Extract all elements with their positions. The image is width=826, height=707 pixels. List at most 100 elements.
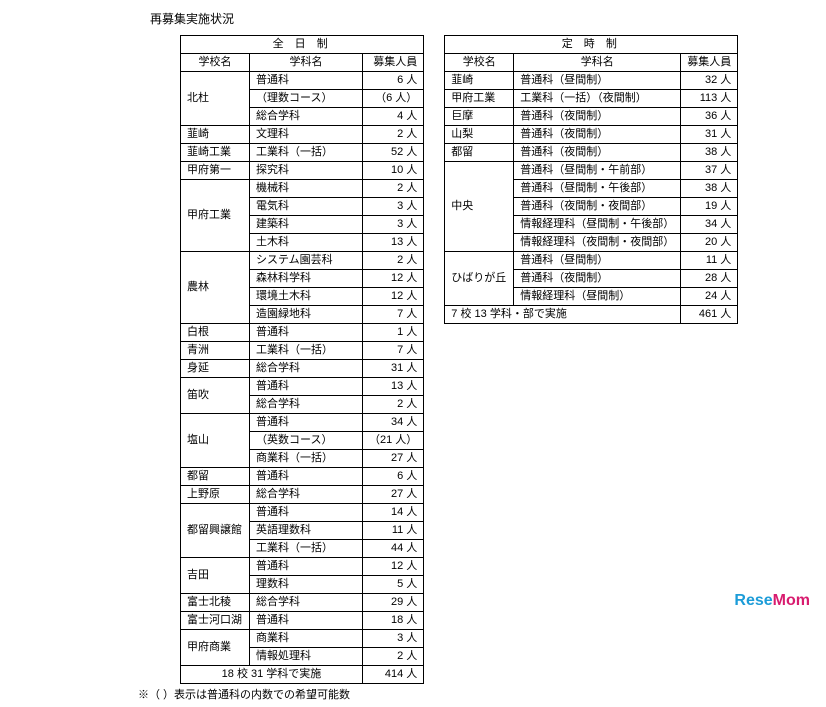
dept-cell: 総合学科 xyxy=(250,360,363,378)
dept-cell: 商業科 xyxy=(250,630,363,648)
table-row: 白根普通科1 人 xyxy=(181,324,424,342)
school-cell: 身延 xyxy=(181,360,250,378)
dept-cell: 情報経理科（昼間制・午後部） xyxy=(514,216,681,234)
dept-cell: 普通科 xyxy=(250,72,363,90)
col-dept: 学科名 xyxy=(250,54,363,72)
num-cell: 38 人 xyxy=(681,180,738,198)
dept-cell: 普通科 xyxy=(250,378,363,396)
num-cell: 13 人 xyxy=(363,234,424,252)
table-row: 農林システム園芸科2 人 xyxy=(181,252,424,270)
num-cell: 7 人 xyxy=(363,306,424,324)
dept-cell: 電気科 xyxy=(250,198,363,216)
table-row: 笛吹普通科13 人 xyxy=(181,378,424,396)
num-cell: 36 人 xyxy=(681,108,738,126)
school-cell: 都留興譲館 xyxy=(181,504,250,558)
dept-cell: 情報処理科 xyxy=(250,648,363,666)
table-row: 甲府商業商業科3 人 xyxy=(181,630,424,648)
logo: ReseMom xyxy=(734,592,810,610)
table-row: 中央普通科（昼間制・午前部）37 人 xyxy=(445,162,738,180)
table-row: 富士河口湖普通科18 人 xyxy=(181,612,424,630)
table-row: 都留普通科（夜間制）38 人 xyxy=(445,144,738,162)
dept-cell: 普通科 xyxy=(250,558,363,576)
tables-wrap: 全 日 制 学校名 学科名 募集人員 北杜普通科6 人（理数コース）（6 人）総… xyxy=(180,35,806,684)
school-cell: 青洲 xyxy=(181,342,250,360)
dept-cell: 工業科（一括） xyxy=(250,540,363,558)
col-school-r: 学校名 xyxy=(445,54,514,72)
num-cell: 29 人 xyxy=(363,594,424,612)
dept-cell: 土木科 xyxy=(250,234,363,252)
dept-cell: 工業科（一括） xyxy=(250,144,363,162)
num-cell: 18 人 xyxy=(363,612,424,630)
table-row: 都留普通科6 人 xyxy=(181,468,424,486)
num-cell: 2 人 xyxy=(363,180,424,198)
page-title: 再募集実施状況 xyxy=(150,10,806,27)
table-row: 塩山普通科34 人 xyxy=(181,414,424,432)
table-row: 韮崎工業工業科（一括）52 人 xyxy=(181,144,424,162)
school-cell: 塩山 xyxy=(181,414,250,468)
num-cell: 3 人 xyxy=(363,216,424,234)
dept-cell: 普通科 xyxy=(250,324,363,342)
table-row: 都留興譲館普通科14 人 xyxy=(181,504,424,522)
table-row: 韮崎普通科（昼間制）32 人 xyxy=(445,72,738,90)
table-row: ひばりが丘普通科（昼間制）11 人 xyxy=(445,252,738,270)
col-dept-r: 学科名 xyxy=(514,54,681,72)
table-row: 甲府工業機械科2 人 xyxy=(181,180,424,198)
num-cell: 11 人 xyxy=(363,522,424,540)
dept-cell: 建築科 xyxy=(250,216,363,234)
fulltime-summary-label: 18 校 31 学科で実施 xyxy=(181,666,363,684)
table-row: 甲府第一探究科10 人 xyxy=(181,162,424,180)
school-cell: 吉田 xyxy=(181,558,250,594)
school-cell: 都留 xyxy=(445,144,514,162)
table-row: 上野原総合学科27 人 xyxy=(181,486,424,504)
dept-cell: 情報経理科（昼間制） xyxy=(514,288,681,306)
table-row: 吉田普通科12 人 xyxy=(181,558,424,576)
num-cell: 13 人 xyxy=(363,378,424,396)
num-cell: 34 人 xyxy=(681,216,738,234)
dept-cell: 普通科 xyxy=(250,504,363,522)
school-cell: 中央 xyxy=(445,162,514,252)
school-cell: ひばりが丘 xyxy=(445,252,514,306)
dept-cell: 普通科（昼間制） xyxy=(514,252,681,270)
num-cell: 113 人 xyxy=(681,90,738,108)
num-cell: 10 人 xyxy=(363,162,424,180)
table-row: 韮崎文理科2 人 xyxy=(181,126,424,144)
dept-cell: 普通科（昼間制・午前部） xyxy=(514,162,681,180)
dept-cell: 普通科（夜間制） xyxy=(514,270,681,288)
table-parttime: 定 時 制 学校名 学科名 募集人員 韮崎普通科（昼間制）32 人甲府工業工業科… xyxy=(444,35,738,324)
num-cell: 1 人 xyxy=(363,324,424,342)
num-cell: 37 人 xyxy=(681,162,738,180)
dept-cell: 商業科（一括） xyxy=(250,450,363,468)
num-cell: 2 人 xyxy=(363,126,424,144)
num-cell: 2 人 xyxy=(363,396,424,414)
parttime-summary-label: 7 校 13 学科・部で実施 xyxy=(445,306,681,324)
num-cell: 12 人 xyxy=(363,288,424,306)
school-cell: 上野原 xyxy=(181,486,250,504)
num-cell: （21 人） xyxy=(363,432,424,450)
dept-cell: 情報経理科（夜間制・夜間部） xyxy=(514,234,681,252)
school-cell: 巨摩 xyxy=(445,108,514,126)
school-cell: 甲府第一 xyxy=(181,162,250,180)
dept-cell: 文理科 xyxy=(250,126,363,144)
table-row: 富士北稜総合学科29 人 xyxy=(181,594,424,612)
num-cell: 27 人 xyxy=(363,450,424,468)
num-cell: 3 人 xyxy=(363,198,424,216)
school-cell: 甲府工業 xyxy=(181,180,250,252)
num-cell: 31 人 xyxy=(681,126,738,144)
dept-cell: 普通科（昼間制） xyxy=(514,72,681,90)
table-fulltime: 全 日 制 学校名 学科名 募集人員 北杜普通科6 人（理数コース）（6 人）総… xyxy=(180,35,424,684)
school-cell: 富士河口湖 xyxy=(181,612,250,630)
school-cell: 北杜 xyxy=(181,72,250,126)
dept-cell: 環境土木科 xyxy=(250,288,363,306)
table-row: 北杜普通科6 人 xyxy=(181,72,424,90)
school-cell: 韮崎 xyxy=(181,126,250,144)
num-cell: 5 人 xyxy=(363,576,424,594)
logo-mom: Mom xyxy=(773,592,810,609)
dept-cell: 普通科（夜間制） xyxy=(514,144,681,162)
dept-cell: 普通科 xyxy=(250,468,363,486)
num-cell: 3 人 xyxy=(363,630,424,648)
num-cell: 38 人 xyxy=(681,144,738,162)
num-cell: 34 人 xyxy=(363,414,424,432)
dept-cell: 工業科（一括）（夜間制） xyxy=(514,90,681,108)
school-cell: 山梨 xyxy=(445,126,514,144)
num-cell: 7 人 xyxy=(363,342,424,360)
